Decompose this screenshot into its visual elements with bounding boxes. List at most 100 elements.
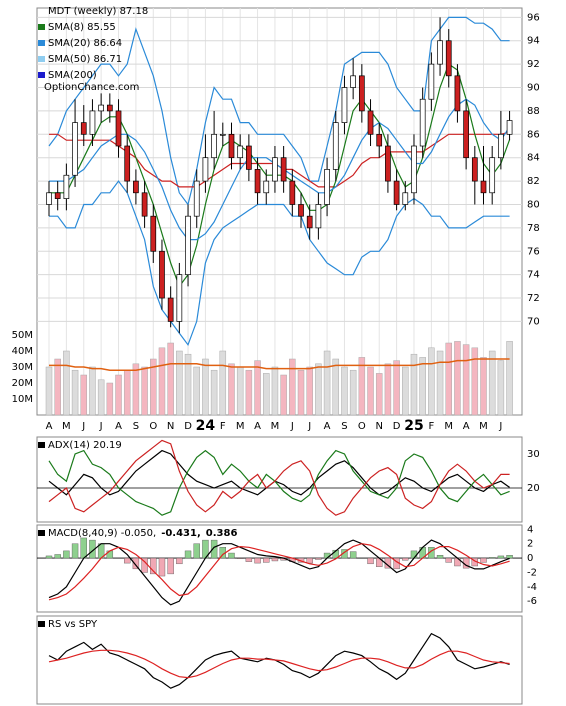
histogram-bar <box>271 557 279 562</box>
volume-bar <box>184 353 192 416</box>
title-swatch <box>38 530 45 536</box>
volume-bar <box>141 366 148 416</box>
candle-body <box>237 145 244 159</box>
volume-bar <box>210 369 218 416</box>
panel-title: 0.386 <box>206 528 238 539</box>
indicator-line <box>48 439 510 516</box>
volume-bar <box>341 366 348 416</box>
histogram-bar <box>445 557 452 563</box>
volume-bar <box>445 342 452 416</box>
x-tick-label: S <box>341 421 347 432</box>
candle-body <box>124 145 131 182</box>
y-tick-label: 50M <box>12 330 33 341</box>
x-tick-label: N <box>167 421 174 432</box>
y-tick-label: 80 <box>527 199 540 210</box>
x-tick-label: J <box>99 421 103 432</box>
candle-body <box>280 157 287 182</box>
volume-bar <box>236 366 244 416</box>
histogram-bar <box>315 557 322 560</box>
histogram-bar <box>124 557 131 564</box>
y-tick-label: 84 <box>527 153 540 164</box>
x-tick-label: A <box>115 421 122 432</box>
y-tick-label: -2 <box>527 567 537 578</box>
candle-body <box>289 180 296 205</box>
histogram-bar <box>254 557 261 564</box>
volume-bar <box>150 358 157 416</box>
volume-bar <box>158 347 166 416</box>
volume-bar <box>471 347 479 416</box>
histogram-bar <box>63 550 70 559</box>
candle-body <box>358 75 365 112</box>
x-tick-label: F <box>220 421 226 432</box>
x-tick-label: F <box>428 421 434 432</box>
volume-bar <box>297 369 305 416</box>
volume-bar <box>332 358 340 416</box>
y-tick-label: 94 <box>527 36 540 47</box>
legend-label: SMA(8) 85.55 <box>48 22 116 33</box>
candle-body <box>80 122 87 135</box>
y-tick-label: 78 <box>527 223 540 234</box>
legend-swatch <box>38 40 45 46</box>
x-tick-label: N <box>375 421 382 432</box>
volume-bar <box>123 369 131 416</box>
volume-bar <box>45 366 53 416</box>
title-swatch <box>38 621 45 627</box>
volume-bar <box>54 358 61 416</box>
watermark: OptionChance.com <box>44 82 139 93</box>
volume-bar <box>410 353 418 416</box>
volume-bar <box>436 350 444 416</box>
x-tick-label: J <box>81 421 85 432</box>
candle-body <box>54 192 61 199</box>
y-tick-label: 0 <box>527 553 533 564</box>
volume-bar <box>228 363 235 416</box>
x-tick-label: O <box>358 421 366 432</box>
indicator-line <box>48 649 510 679</box>
volume-bar <box>428 347 435 416</box>
volume-bar <box>254 360 261 416</box>
candle-body <box>393 180 400 205</box>
candle-body <box>419 98 426 147</box>
volume-bar <box>80 374 88 416</box>
indicator-line <box>48 543 510 601</box>
panel-frame <box>36 524 523 613</box>
candle-body <box>150 215 157 252</box>
candle-body <box>306 215 313 229</box>
candle-body <box>332 122 339 170</box>
candle-body <box>376 133 383 147</box>
candle-body <box>254 169 261 194</box>
x-tick-label: 25 <box>404 418 423 434</box>
histogram-bar <box>245 557 253 562</box>
volume-bar <box>271 366 279 416</box>
volume-bar <box>176 350 183 416</box>
candle-body <box>463 110 469 159</box>
histogram-bar <box>228 552 235 559</box>
legend-label: SMA(20) 86.64 <box>48 38 122 49</box>
histogram-bar <box>367 557 374 565</box>
candle-body <box>428 63 435 100</box>
x-tick-label: 24 <box>196 418 216 434</box>
x-tick-label: J <box>498 421 502 432</box>
x-tick-label: M <box>271 421 280 432</box>
lower-band <box>49 180 510 347</box>
volume-bar <box>480 357 487 416</box>
histogram-bar <box>132 557 140 570</box>
candle-body <box>367 110 374 135</box>
candle-body <box>228 133 235 159</box>
candle-body <box>315 204 322 229</box>
candle-body <box>402 192 409 205</box>
candle-body <box>115 110 122 147</box>
volume-bar <box>89 366 96 416</box>
volume-bar <box>375 373 383 416</box>
histogram-bar <box>193 543 200 559</box>
y-tick-label: 82 <box>527 176 540 187</box>
x-tick-label: A <box>254 421 261 432</box>
panel-frame <box>36 436 523 523</box>
candle-body <box>211 133 217 159</box>
candle-body <box>324 169 330 205</box>
volume-bar <box>384 363 392 416</box>
candle-body <box>89 110 96 135</box>
legend-label: SMA(50) 86.71 <box>48 54 122 65</box>
candle-body <box>506 120 513 135</box>
y-tick-label: -6 <box>527 596 537 607</box>
candle-body <box>471 157 478 182</box>
